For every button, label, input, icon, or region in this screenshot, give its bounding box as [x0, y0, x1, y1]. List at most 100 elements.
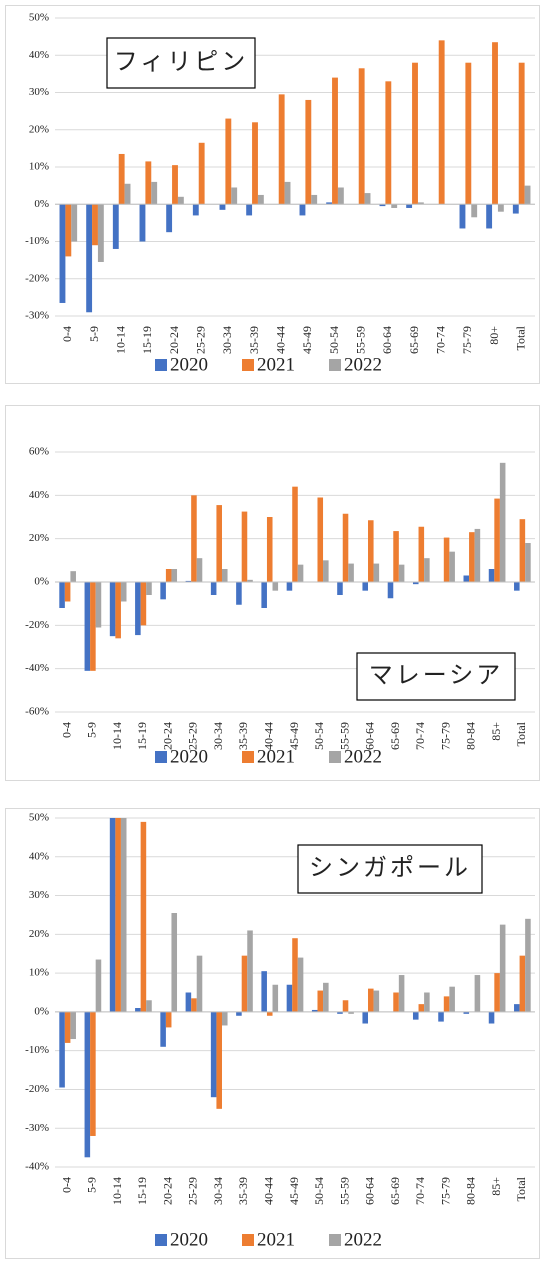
bar: [278, 94, 285, 205]
x-tick-label: 55-59: [337, 722, 351, 750]
x-tick-label: 45-49: [300, 326, 314, 354]
bar: [525, 543, 531, 582]
bar: [64, 1011, 71, 1043]
y-tick-label: 20%: [29, 532, 49, 544]
bar: [323, 560, 329, 582]
bar: [177, 196, 184, 205]
bar: [305, 99, 312, 205]
bar: [266, 517, 273, 582]
x-tick-label: 10-14: [113, 326, 127, 354]
bar: [497, 204, 504, 212]
legend-label: 2021: [257, 354, 295, 375]
bar: [486, 204, 493, 229]
x-tick-label: 15-19: [135, 1177, 149, 1205]
x-tick-label: 10-14: [110, 722, 124, 750]
bar: [140, 582, 147, 626]
x-tick-label: 5-9: [85, 722, 99, 738]
y-tick-label: -60%: [25, 706, 49, 718]
bar: [297, 957, 304, 1012]
y-tick-label: 20%: [29, 123, 49, 135]
bar: [373, 990, 380, 1012]
bar: [151, 181, 158, 205]
legend-swatch: [329, 359, 341, 371]
bar: [216, 1011, 222, 1109]
bar: [292, 486, 298, 582]
bar: [109, 818, 116, 1012]
legend-label: 2020: [170, 354, 208, 375]
bar: [185, 580, 192, 582]
bar: [171, 569, 178, 582]
bar: [463, 1011, 470, 1014]
bar: [191, 495, 197, 582]
y-tick-label: 40%: [29, 489, 49, 501]
bar: [459, 204, 466, 229]
y-tick-label: -30%: [25, 1122, 49, 1134]
plot: [59, 40, 531, 313]
bar: [524, 185, 531, 205]
bar: [71, 204, 78, 242]
bar: [171, 913, 178, 1012]
bar: [443, 996, 450, 1012]
bar: [514, 1004, 520, 1012]
bar: [499, 924, 506, 1012]
title-box: [106, 37, 256, 89]
legend-swatch: [242, 1234, 254, 1246]
x-tick-label: 65-69: [388, 722, 402, 750]
bar: [362, 1011, 369, 1024]
bar: [231, 187, 238, 205]
bar: [59, 204, 66, 303]
x-tick-label: 35-39: [236, 722, 250, 750]
y-tick-label: 50%: [29, 12, 49, 24]
bar: [494, 973, 500, 1012]
bar: [252, 122, 258, 205]
y-tick-label: 30%: [29, 889, 49, 901]
y-tick-label: 50%: [29, 812, 49, 824]
bar: [373, 563, 380, 582]
bar: [109, 582, 116, 637]
x-tick-label: 75-79: [438, 1177, 452, 1205]
x-tick-label: 70-74: [413, 1177, 427, 1205]
bar: [449, 551, 455, 582]
x-tick-label: 50-54: [327, 326, 341, 354]
x-tick-label: Total: [513, 325, 527, 350]
bar: [135, 1008, 141, 1012]
bar: [292, 938, 298, 1012]
bar: [97, 204, 104, 262]
plot: [59, 462, 531, 671]
bar: [284, 181, 291, 205]
legend-swatch: [155, 751, 167, 763]
x-tick-label: 60-64: [363, 722, 377, 750]
bar: [120, 582, 127, 602]
x-tick-label: 45-49: [287, 1177, 301, 1205]
bar: [337, 187, 344, 205]
bar: [124, 183, 131, 205]
y-tick-label: 0%: [34, 1005, 49, 1017]
legend-label: 2021: [257, 1229, 295, 1250]
x-tick-label: 35-39: [236, 1177, 250, 1205]
plot: [59, 818, 531, 1158]
bar: [488, 569, 495, 582]
bar: [160, 1011, 166, 1047]
x-tick-label: 10-14: [110, 1177, 124, 1205]
bar: [165, 569, 172, 582]
y-tick-label: -40%: [25, 1161, 49, 1173]
bar: [198, 142, 205, 205]
bar: [387, 582, 394, 599]
x-tick-label: 5-9: [87, 326, 101, 342]
bar: [236, 1011, 242, 1016]
x-tick-label: 15-19: [140, 326, 154, 354]
bar: [84, 582, 91, 671]
bar: [90, 1011, 96, 1136]
bar: [438, 40, 445, 205]
bar: [463, 575, 470, 582]
x-tick-label: Total: [514, 1176, 528, 1201]
x-tick-label: 80-84: [464, 1177, 478, 1205]
bar: [519, 955, 526, 1012]
bar: [348, 563, 354, 582]
bar: [165, 1011, 172, 1028]
bar: [140, 821, 147, 1012]
bar: [297, 564, 304, 582]
x-tick-label: 70-74: [433, 326, 447, 354]
legend-swatch: [329, 751, 341, 763]
y-tick-label: 10%: [29, 967, 49, 979]
